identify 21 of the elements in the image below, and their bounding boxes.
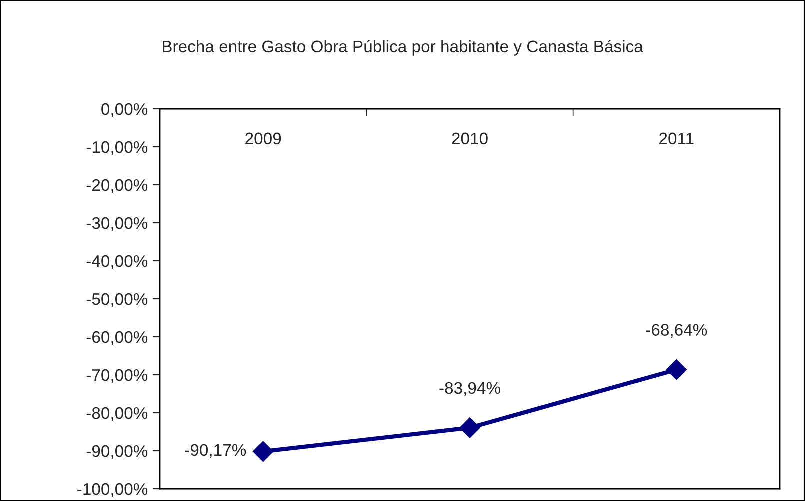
point bbox=[666, 359, 688, 380]
y-tick-label: -60,00% bbox=[86, 331, 148, 346]
point bbox=[252, 441, 274, 462]
y-tick-label: -100,00% bbox=[78, 483, 148, 498]
data-label: -68,64% bbox=[646, 324, 708, 338]
x-tick-label: 2011 bbox=[660, 132, 694, 145]
y-tick-label: -30,00% bbox=[86, 217, 148, 232]
chart-title: Brecha entre Gasto Obra Pública por habitante y Canasta Básica bbox=[163, 40, 644, 56]
y-tick-label: -20,00% bbox=[86, 179, 148, 194]
x-tick-label: 2009 bbox=[246, 132, 282, 145]
y-tick-label: -70,00% bbox=[86, 369, 148, 384]
y-tick-label: -40,00% bbox=[86, 255, 148, 270]
y-tick-label: 0,00% bbox=[102, 103, 148, 118]
x-tick-label: 2010 bbox=[452, 132, 488, 145]
point bbox=[460, 418, 480, 438]
data-label: -83,94% bbox=[440, 382, 500, 396]
y-tick-label: -50,00% bbox=[86, 293, 148, 308]
data-label: -90,17% bbox=[185, 444, 246, 458]
y-tick-label: -90,00% bbox=[86, 445, 148, 460]
y-tick-label: -10,00% bbox=[86, 141, 148, 156]
y-tick-label: -80,00% bbox=[86, 407, 148, 422]
